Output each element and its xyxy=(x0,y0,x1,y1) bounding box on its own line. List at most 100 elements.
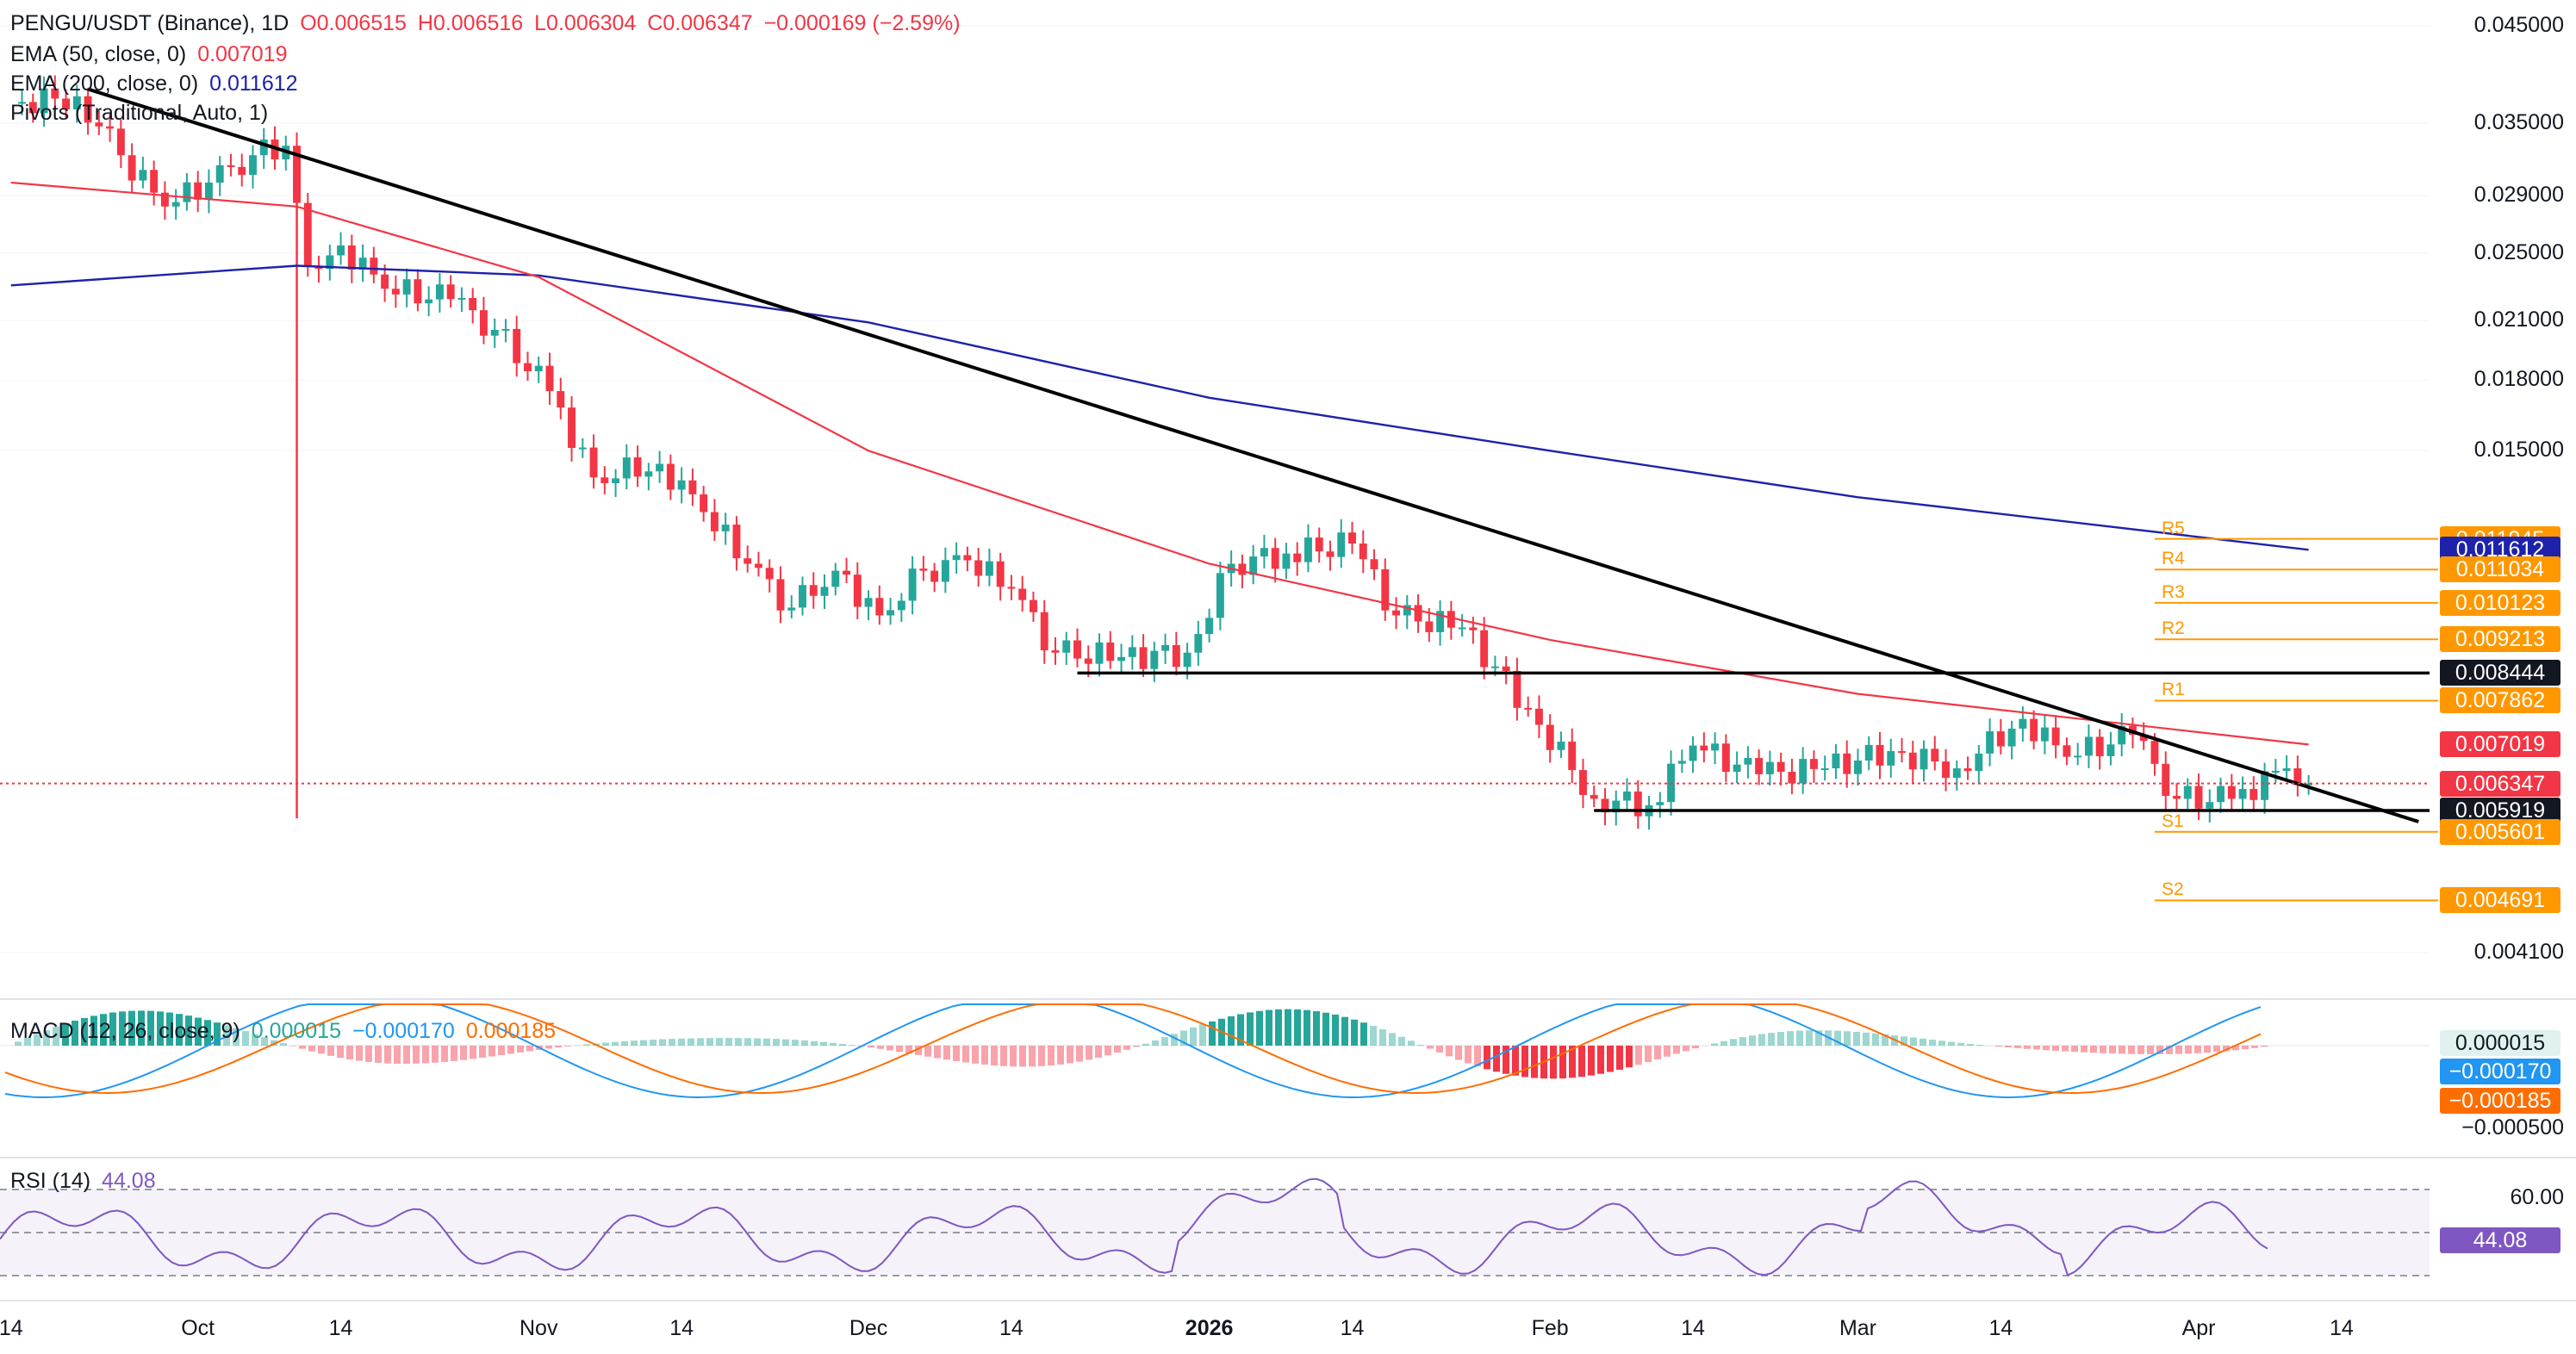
candle-body xyxy=(490,330,499,336)
candle-body xyxy=(2162,763,2170,797)
candle-body xyxy=(996,561,1005,587)
pivot-label-r2: R2 xyxy=(2161,618,2185,639)
macd-hist-bar xyxy=(981,1046,988,1065)
ema50-label: EMA (50, close, 0) xyxy=(10,42,187,66)
candle-body xyxy=(469,297,477,311)
macd-hist-bar xyxy=(147,1010,154,1046)
candle-body xyxy=(524,363,532,372)
rsi-legend[interactable]: RSI (14) 44.08 xyxy=(10,1166,161,1196)
pivot-label-r3: R3 xyxy=(2161,581,2185,602)
candle-body xyxy=(1403,605,1411,616)
macd-hist-bar xyxy=(1294,1009,1301,1046)
macd-hist-bar xyxy=(1048,1046,1055,1066)
macd-hist-bar xyxy=(128,1010,135,1046)
rsi-axis-tick: 60.00 xyxy=(2510,1185,2564,1209)
candle-body xyxy=(1304,537,1312,562)
ema50-legend[interactable]: EMA (50, close, 0) 0.007019 xyxy=(10,40,292,69)
candle-body xyxy=(589,447,598,478)
candle-body xyxy=(293,146,301,203)
macd-axis-tick: −0.000500 xyxy=(2461,1115,2564,1140)
macd-hist-bar xyxy=(2043,1046,2050,1051)
candle-body xyxy=(1721,743,1730,773)
macd-hist-bar xyxy=(2033,1046,2040,1050)
macd-hist-bar xyxy=(1360,1022,1367,1046)
candle-body xyxy=(732,525,741,559)
macd-hist-bar xyxy=(1446,1046,1453,1057)
macd-hist-bar xyxy=(953,1046,960,1061)
macd-hist-bar xyxy=(1720,1040,1727,1046)
macd-hist-bar xyxy=(868,1046,874,1048)
pivots-legend[interactable]: Pivots (Traditional, Auto, 1) xyxy=(10,98,273,127)
macd-hist-bar xyxy=(555,1046,562,1048)
macd-hist-bar xyxy=(1967,1043,1974,1046)
macd-hist-bar xyxy=(2204,1046,2211,1053)
candle-body xyxy=(1898,751,1906,754)
macd-hist-bar xyxy=(318,1046,325,1054)
macd-hist-bar xyxy=(678,1038,685,1046)
macd-hist-bar xyxy=(1104,1046,1111,1056)
price-axis-tick: 0.045000 xyxy=(2473,12,2564,37)
candle-body xyxy=(1568,742,1577,771)
candle-body xyxy=(358,258,367,270)
price-tag: 0.009213 xyxy=(2440,626,2560,653)
macd-hist-bar xyxy=(498,1046,505,1056)
macd-hist-bar xyxy=(1237,1014,1244,1046)
price-tag: 0.005601 xyxy=(2440,818,2560,845)
candle-body xyxy=(864,598,873,607)
macd-legend[interactable]: MACD (12, 26, close, 9) 0.000015 −0.0001… xyxy=(10,1016,561,1046)
candle-body xyxy=(1677,761,1686,764)
macd-hist-bar xyxy=(384,1046,391,1064)
candle-body xyxy=(479,310,488,336)
candle-body xyxy=(106,126,115,129)
candle-body xyxy=(1249,556,1258,575)
candle-body xyxy=(1601,798,1609,813)
macd-hist-bar xyxy=(1711,1043,1718,1046)
macd-hist-bar xyxy=(2128,1046,2135,1054)
macd-hist-bar xyxy=(1882,1034,1888,1046)
ema200-legend[interactable]: EMA (200, close, 0) 0.011612 xyxy=(10,69,303,98)
macd-hist-bar xyxy=(1597,1046,1604,1074)
candle-body xyxy=(2305,783,2313,786)
candle-body xyxy=(51,88,59,99)
macd-hist-bar xyxy=(2242,1046,2249,1050)
macd-hist-bar xyxy=(1256,1010,1263,1046)
candle-body xyxy=(1359,543,1367,560)
candle-body xyxy=(1183,652,1192,668)
macd-hist-bar xyxy=(839,1043,846,1046)
time-axis-tick: 14 xyxy=(2330,1316,2354,1340)
macd-hist-bar xyxy=(271,1040,277,1046)
macd-hist-bar xyxy=(631,1040,638,1046)
macd-hist-bar xyxy=(943,1046,950,1060)
macd-hist-bar xyxy=(1863,1032,1870,1046)
candle-body xyxy=(1788,772,1796,784)
candle-body xyxy=(238,166,246,175)
candle-body xyxy=(568,407,576,449)
low-value: L0.006304 xyxy=(534,11,637,35)
candle-body xyxy=(1414,605,1422,622)
macd-hist-bar xyxy=(763,1038,770,1046)
macd-hist-bar xyxy=(356,1046,363,1061)
time-axis-tick: Nov xyxy=(520,1316,558,1340)
candle-body xyxy=(2293,768,2302,786)
candle-body xyxy=(62,98,71,110)
macd-hist-bar xyxy=(1872,1033,1879,1046)
macd-hist-bar xyxy=(688,1038,694,1046)
candle-body xyxy=(2118,725,2126,745)
candle-body xyxy=(941,560,949,582)
candle-body xyxy=(259,139,268,156)
macd-hist-bar xyxy=(801,1040,808,1046)
candle-body xyxy=(1194,634,1203,653)
candle-body xyxy=(1271,548,1279,569)
symbol-title[interactable]: PENGU/USDT (Binance), 1D xyxy=(10,11,289,35)
macd-hist-bar xyxy=(488,1046,495,1057)
candle-body xyxy=(1348,532,1356,544)
macd-hist-bar xyxy=(1038,1046,1045,1066)
macd-hist-bar xyxy=(792,1040,799,1046)
macd-hist-bar xyxy=(896,1046,903,1053)
macd-hist-bar xyxy=(2100,1046,2106,1053)
candle-body xyxy=(1128,647,1136,657)
candle-body xyxy=(204,182,213,200)
macd-hist-bar xyxy=(214,1022,221,1046)
candle-body xyxy=(1490,666,1499,668)
